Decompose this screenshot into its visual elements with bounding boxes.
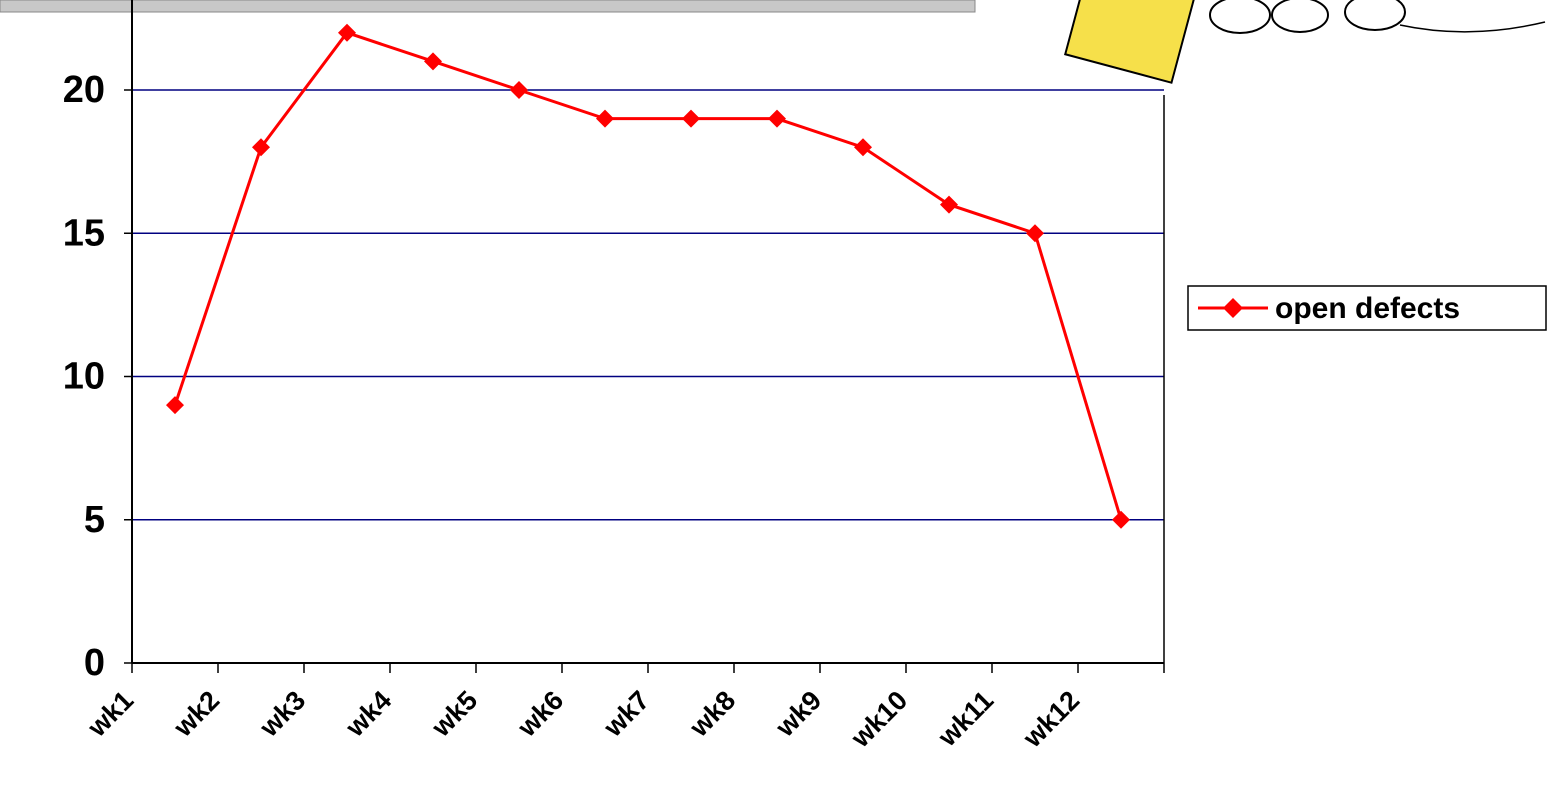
point-marker bbox=[424, 52, 442, 70]
x-tick-label: wk8 bbox=[683, 685, 741, 743]
y-tick-label: 15 bbox=[63, 212, 105, 254]
point-marker bbox=[166, 396, 184, 414]
x-tick-label: wk3 bbox=[253, 685, 311, 743]
x-tick-label: wk12 bbox=[1017, 685, 1086, 754]
point-marker bbox=[768, 110, 786, 128]
x-tick-label: wk4 bbox=[339, 685, 397, 743]
series-line bbox=[175, 33, 1121, 520]
x-tick-label: wk7 bbox=[597, 685, 655, 743]
chart: 0 5 10 15 20 wk1 wk2 wk3 wk4 wk5 wk6 wk7 wk8 wk9 wk10 w… bbox=[0, 0, 1553, 785]
x-tick-label: wk11 bbox=[932, 685, 1000, 753]
x-tick-label: wk5 bbox=[425, 685, 483, 743]
x-tick-label: wk2 bbox=[167, 685, 225, 743]
x-tick-label: wk1 bbox=[81, 685, 139, 743]
point-marker bbox=[596, 110, 614, 128]
point-marker bbox=[1026, 224, 1044, 242]
clip-art bbox=[1065, 0, 1545, 83]
x-tick-label: wk6 bbox=[511, 685, 569, 743]
x-tick-label: wk10 bbox=[845, 685, 914, 754]
point-marker bbox=[940, 196, 958, 214]
legend-label: open defects bbox=[1275, 292, 1460, 325]
y-tick-label: 5 bbox=[84, 499, 105, 541]
y-tick-label: 20 bbox=[63, 69, 105, 111]
point-marker bbox=[1112, 511, 1130, 529]
x-tick-label: wk9 bbox=[769, 685, 827, 743]
y-tick-label: 0 bbox=[84, 642, 105, 684]
point-marker bbox=[854, 138, 872, 156]
point-marker bbox=[510, 81, 528, 99]
point-marker bbox=[682, 110, 700, 128]
y-tick-label: 10 bbox=[63, 356, 105, 398]
page: 0 5 10 15 20 wk1 wk2 wk3 wk4 wk5 wk6 wk7 wk8 wk9 wk10 w… bbox=[0, 0, 1553, 785]
top-bar bbox=[0, 0, 975, 12]
